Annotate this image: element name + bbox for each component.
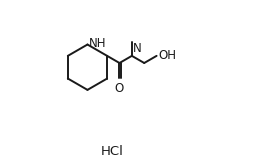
Text: O: O (115, 82, 124, 95)
Text: HCl: HCl (100, 145, 123, 158)
Text: N: N (133, 42, 142, 55)
Text: NH: NH (89, 37, 106, 50)
Text: OH: OH (158, 49, 176, 62)
